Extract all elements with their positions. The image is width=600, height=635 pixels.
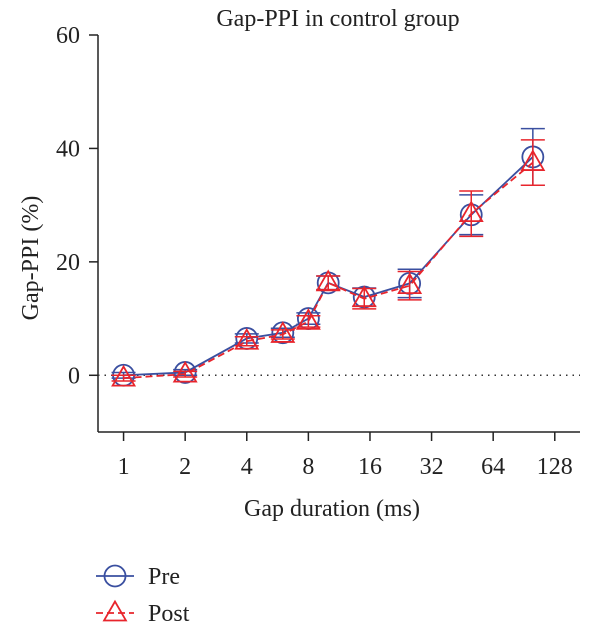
pre-line (123, 156, 534, 377)
x-tick-label: 32 (420, 454, 444, 480)
post-point (315, 269, 341, 292)
post-point (295, 308, 321, 330)
post-line (123, 161, 534, 380)
x-tick-label: 4 (241, 454, 253, 480)
y-tick-label: 40 (56, 136, 80, 162)
legend-marker-post (102, 599, 128, 622)
x-tick-label: 64 (481, 454, 505, 480)
x-ticks: 1 2 4 8 16 32 64 128 (118, 432, 573, 480)
plot-area (111, 127, 546, 387)
legend-label-pre: Pre (148, 564, 180, 590)
legend-marker-pre (103, 564, 127, 588)
x-tick-label: 128 (537, 454, 573, 480)
post-point (458, 200, 484, 223)
x-tick-label: 2 (179, 454, 191, 480)
post-point (397, 272, 423, 295)
post-point (172, 360, 198, 383)
legend-item-post: Post (96, 599, 190, 627)
post-point (234, 327, 260, 350)
y-tick-label: 20 (56, 250, 80, 276)
post-point (520, 149, 546, 171)
series-pre (111, 127, 545, 387)
legend: Pre Post (96, 564, 190, 627)
x-tick-label: 16 (358, 454, 382, 480)
y-tick-label: 60 (56, 23, 80, 49)
y-tick-label: 0 (68, 363, 80, 389)
x-axis-label: Gap duration (ms) (244, 496, 420, 522)
chart-title: Gap-PPI in control group (216, 6, 459, 32)
legend-label-post: Post (148, 601, 190, 627)
x-tick-label: 8 (302, 454, 314, 480)
x-tick-label: 1 (118, 454, 130, 480)
series-post (111, 139, 546, 387)
legend-item-pre: Pre (96, 564, 180, 590)
post-point (270, 321, 296, 343)
post-point (111, 364, 137, 387)
y-axis-label: Gap-PPI (%) (18, 196, 44, 321)
y-ticks: 0 20 40 60 (56, 23, 98, 389)
post-point (351, 285, 377, 308)
